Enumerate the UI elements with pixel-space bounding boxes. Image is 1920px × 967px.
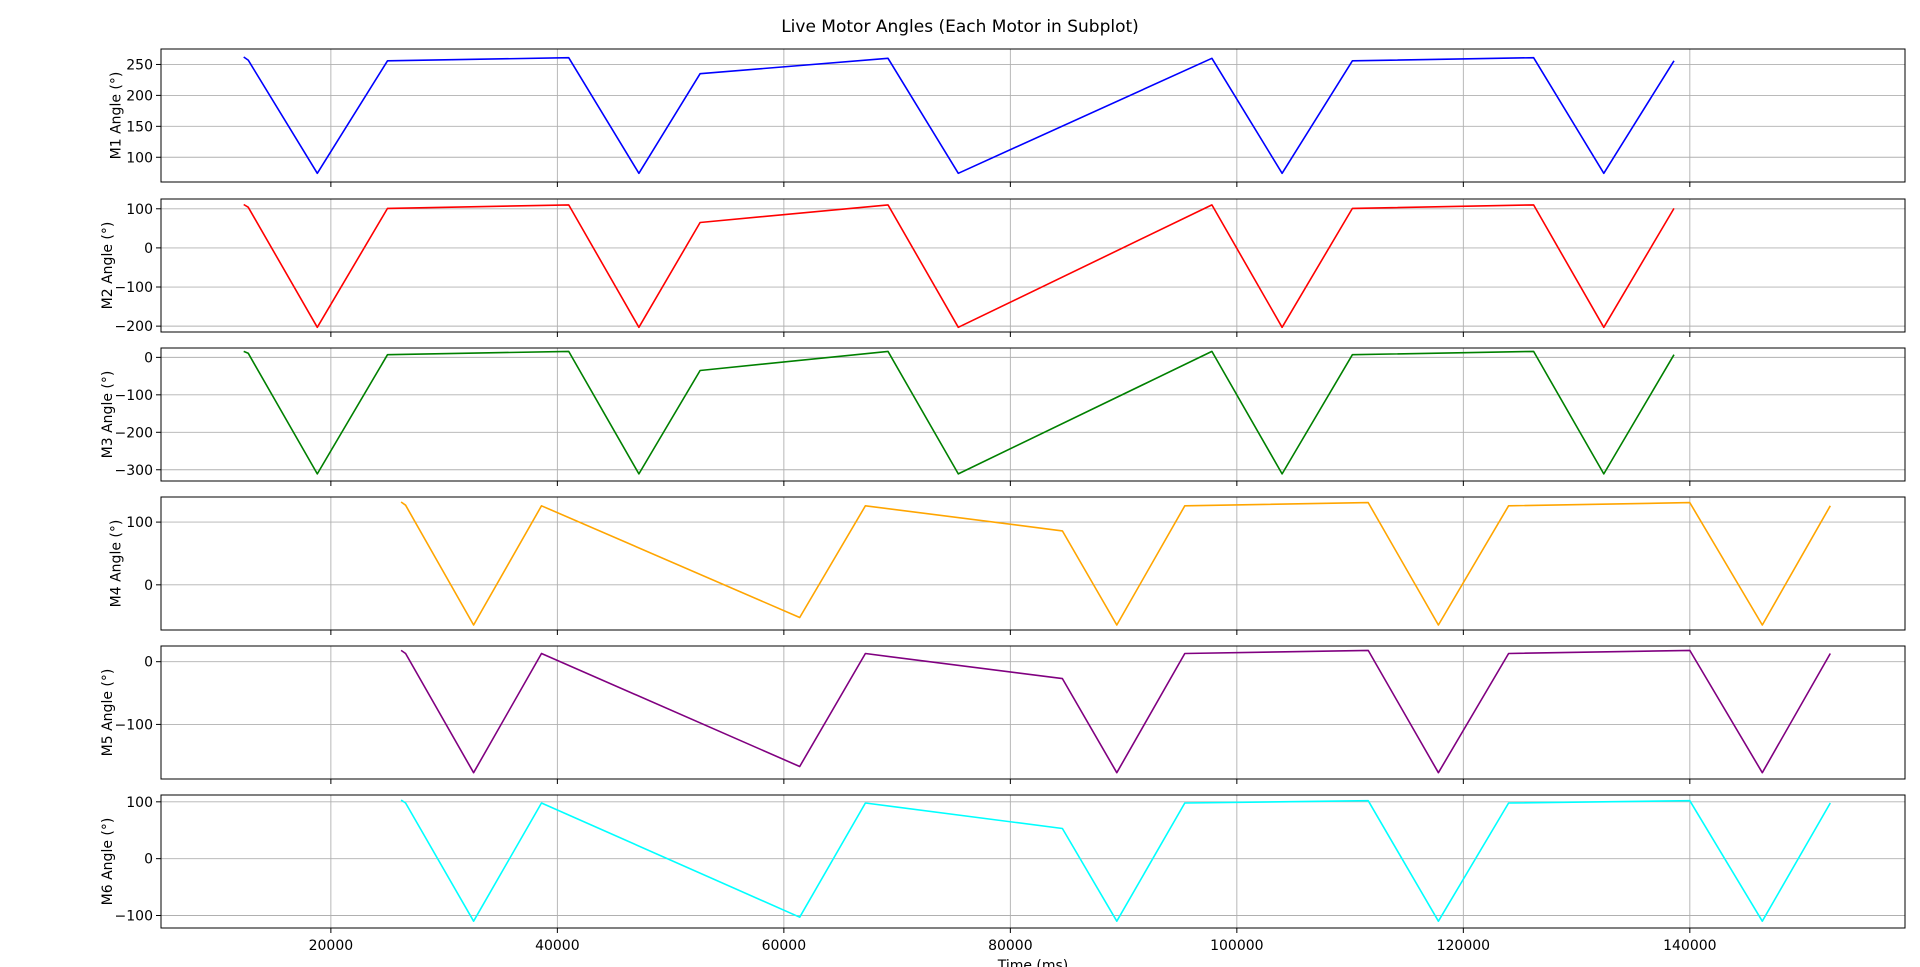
figure-title: Live Motor Angles (Each Motor in Subplot… [781,17,1139,37]
subplot-m2: −200 −100 0 100 M2 Angle (°) [100,198,1906,337]
y-tick-label: −100 [115,388,153,404]
x-tick-label: 60000 [762,938,807,954]
y-tick-label: 100 [126,515,153,531]
y-tick-label: −100 [115,280,153,296]
x-tick-label: 80000 [988,938,1033,954]
y-tick-label: 100 [126,202,153,218]
series-line-m5 [400,649,1831,774]
y-tick-label: 0 [144,350,153,366]
series-line-m2 [243,203,1675,329]
x-tick-label: 20000 [309,938,354,954]
series-line-m3 [243,350,1675,475]
series-line-m1 [243,56,1675,175]
y-tick-label: −100 [115,717,153,733]
y-tick-label: 150 [126,119,153,135]
y-axis-label: M5 Angle (°) [100,669,116,757]
x-tick-label: 140000 [1663,938,1716,954]
y-tick-label: −200 [115,319,153,335]
y-axis-label: M4 Angle (°) [109,520,125,608]
axes-frame [160,48,1906,183]
y-tick-label: −200 [115,425,153,441]
y-tick-label: 0 [144,241,153,257]
y-tick-label: −100 [115,908,153,924]
y-tick-label: 0 [144,852,153,868]
x-tick-label: 40000 [535,938,580,954]
axes-frame [160,645,1906,780]
series-line-m6 [400,799,1831,923]
y-tick-label: 0 [144,578,153,594]
axes-frame [160,347,1906,482]
axes-frame [160,794,1906,929]
y-tick-label: 250 [126,57,153,73]
y-axis-label: M6 Angle (°) [100,818,116,906]
x-axis-label: Time (ms) [997,958,1069,967]
axes-frame [160,496,1906,631]
y-axis-label: M3 Angle (°) [100,371,116,459]
y-tick-label: 200 [126,88,153,104]
x-tick-label: 120000 [1437,938,1490,954]
y-axis-label: M2 Angle (°) [100,222,116,310]
axes-frame [160,198,1906,333]
y-tick-label: −300 [115,463,153,479]
x-tick-label: 100000 [1210,938,1263,954]
subplot-m3: −300 −200 −100 0 M3 Angle (°) [100,347,1906,486]
y-tick-label: 100 [126,150,153,166]
series-line-m4 [400,501,1831,626]
y-tick-label: 100 [126,795,153,811]
subplot-m6: 20000 40000 60000 80000 100000 120000 140000 −1… [100,794,1906,967]
y-tick-label: 0 [144,655,153,671]
subplot-m5: −100 0 M5 Angle (°) [100,645,1906,784]
y-axis-label: M1 Angle (°) [109,72,125,160]
